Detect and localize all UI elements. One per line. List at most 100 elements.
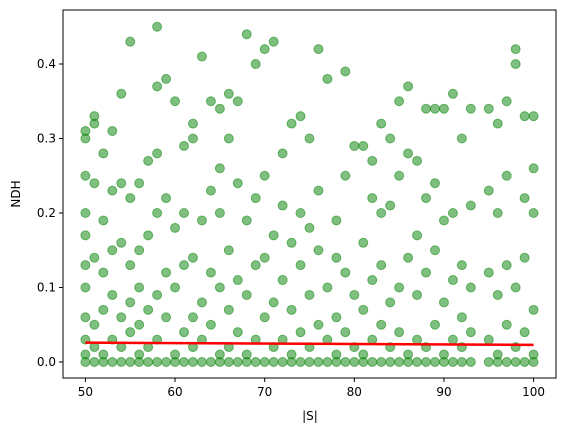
point bbox=[501, 260, 512, 271]
point bbox=[152, 207, 163, 218]
point bbox=[295, 260, 306, 271]
x-tick-label: 60 bbox=[167, 385, 182, 399]
point bbox=[214, 163, 225, 174]
point bbox=[340, 267, 351, 278]
point bbox=[107, 185, 118, 196]
point bbox=[134, 349, 145, 360]
point bbox=[519, 193, 530, 204]
point bbox=[143, 230, 154, 241]
point bbox=[80, 282, 91, 293]
point bbox=[98, 349, 109, 360]
point bbox=[331, 349, 342, 360]
point bbox=[98, 148, 109, 159]
point bbox=[179, 260, 190, 271]
point bbox=[295, 207, 306, 218]
point bbox=[232, 96, 243, 107]
point bbox=[313, 319, 324, 330]
point bbox=[447, 88, 458, 99]
x-tick-label: 50 bbox=[78, 385, 93, 399]
point bbox=[152, 289, 163, 300]
point bbox=[286, 349, 297, 360]
point bbox=[187, 118, 198, 129]
point bbox=[259, 356, 270, 367]
point bbox=[89, 111, 100, 122]
point bbox=[107, 126, 118, 137]
point bbox=[304, 133, 315, 144]
point bbox=[277, 200, 288, 211]
point bbox=[187, 133, 198, 144]
point bbox=[340, 327, 351, 338]
point bbox=[304, 356, 315, 367]
point bbox=[223, 133, 234, 144]
point bbox=[501, 356, 512, 367]
point bbox=[358, 349, 369, 360]
point bbox=[519, 252, 530, 263]
point bbox=[447, 207, 458, 218]
point bbox=[232, 178, 243, 189]
point bbox=[80, 349, 91, 360]
point bbox=[170, 96, 181, 107]
point bbox=[394, 327, 405, 338]
point bbox=[438, 297, 449, 308]
point bbox=[483, 103, 494, 114]
point bbox=[528, 207, 539, 218]
point bbox=[116, 312, 127, 323]
point bbox=[214, 207, 225, 218]
point bbox=[286, 304, 297, 315]
point bbox=[501, 319, 512, 330]
point bbox=[322, 356, 333, 367]
point bbox=[358, 237, 369, 248]
point bbox=[161, 73, 172, 84]
y-tick-label: 0.4 bbox=[37, 57, 56, 71]
point bbox=[187, 312, 198, 323]
point bbox=[456, 260, 467, 271]
point bbox=[98, 267, 109, 278]
point bbox=[143, 155, 154, 166]
point bbox=[492, 349, 503, 360]
point bbox=[331, 252, 342, 263]
y-tick-label: 0.2 bbox=[37, 206, 56, 220]
point bbox=[250, 193, 261, 204]
point bbox=[465, 282, 476, 293]
point bbox=[438, 103, 449, 114]
point bbox=[259, 170, 270, 181]
y-tick-label: 0.3 bbox=[37, 132, 56, 146]
point bbox=[510, 282, 521, 293]
point bbox=[125, 327, 136, 338]
point bbox=[196, 215, 207, 226]
point bbox=[295, 327, 306, 338]
point bbox=[519, 111, 530, 122]
point bbox=[510, 44, 521, 55]
point bbox=[125, 297, 136, 308]
point bbox=[241, 289, 252, 300]
point bbox=[161, 193, 172, 204]
point bbox=[277, 275, 288, 286]
point bbox=[412, 356, 423, 367]
point bbox=[358, 304, 369, 315]
y-tick-label: 0.0 bbox=[37, 355, 56, 369]
point bbox=[161, 267, 172, 278]
point bbox=[501, 170, 512, 181]
point bbox=[519, 327, 530, 338]
point bbox=[403, 148, 414, 159]
point bbox=[125, 356, 136, 367]
point bbox=[429, 245, 440, 256]
point bbox=[295, 356, 306, 367]
point bbox=[421, 103, 432, 114]
point bbox=[412, 289, 423, 300]
point bbox=[107, 289, 118, 300]
point bbox=[403, 349, 414, 360]
point bbox=[205, 267, 216, 278]
point bbox=[179, 327, 190, 338]
point bbox=[429, 356, 440, 367]
point bbox=[259, 44, 270, 55]
point bbox=[205, 356, 216, 367]
point bbox=[403, 81, 414, 92]
point bbox=[89, 356, 100, 367]
point bbox=[465, 200, 476, 211]
point bbox=[304, 222, 315, 233]
point bbox=[349, 140, 360, 151]
point bbox=[429, 103, 440, 114]
point bbox=[376, 356, 387, 367]
point bbox=[152, 356, 163, 367]
